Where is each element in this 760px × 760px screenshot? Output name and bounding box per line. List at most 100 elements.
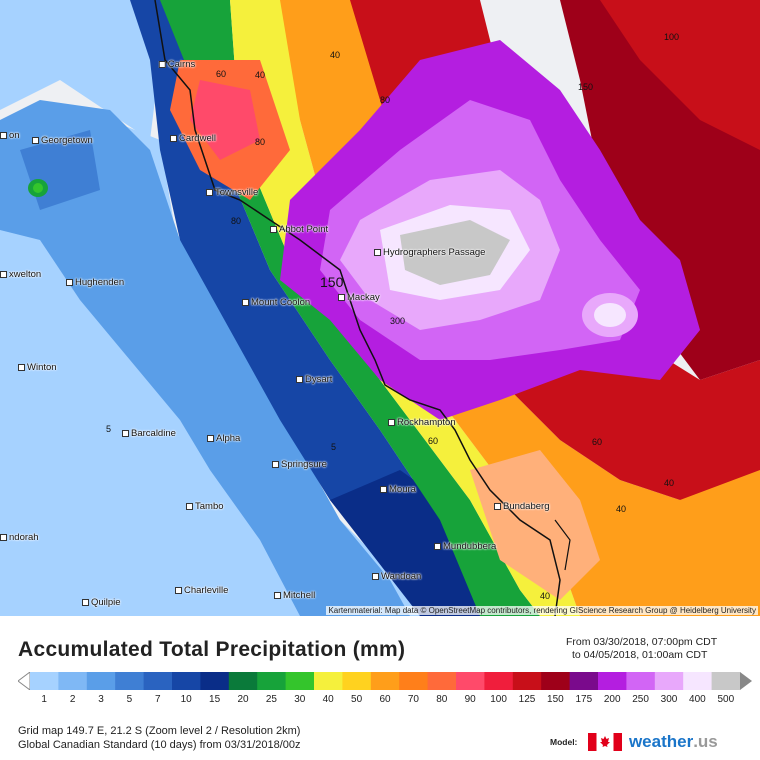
contour-label: 60 — [592, 437, 603, 447]
contour-label: 60 — [216, 69, 227, 79]
place-label: Wandoan — [372, 572, 421, 582]
legend-swatch — [370, 672, 400, 690]
place-marker-icon — [82, 598, 89, 606]
legend-label: 125 — [518, 694, 536, 705]
legend-label: 80 — [436, 694, 448, 705]
place-marker-icon — [0, 131, 7, 139]
contour-label: 40 — [664, 478, 675, 488]
place-marker-icon — [122, 429, 129, 437]
place-label: Dysart — [296, 375, 332, 385]
grid-line: Grid map 149.7 E, 21.2 S (Zoom level 2 /… — [18, 725, 301, 737]
range-from: From 03/30/2018, 07:00pm CDT — [566, 636, 718, 648]
contour-label: 150 — [578, 82, 594, 92]
place-marker-icon — [18, 363, 25, 371]
place-marker-icon — [186, 502, 193, 510]
legend-swatch — [257, 672, 287, 690]
legend-swatch — [30, 672, 59, 690]
legend-swatch — [86, 672, 116, 690]
legend-label: 150 — [547, 694, 564, 705]
legend-swatch — [512, 672, 542, 690]
legend-swatch — [172, 672, 201, 690]
place-label: Bundaberg — [494, 502, 549, 512]
legend-swatch — [456, 672, 485, 690]
place-label: Rockhampton — [388, 418, 456, 428]
place-marker-icon — [175, 586, 182, 594]
legend-swatch — [399, 672, 429, 690]
place-label: Springsure — [272, 460, 327, 470]
contour-label: 80 — [380, 95, 391, 105]
place-marker-icon — [170, 134, 177, 142]
model-info: Grid map 149.7 E, 21.2 S (Zoom level 2 /… — [18, 724, 301, 752]
legend-label: 5 — [126, 694, 133, 705]
legend-swatch — [228, 672, 258, 690]
place-marker-icon — [372, 572, 379, 580]
legend-swatch — [484, 672, 514, 690]
place-marker-icon — [494, 502, 501, 510]
place-marker-icon — [207, 434, 214, 442]
range-to: to 04/05/2018, 01:00am CDT — [572, 649, 708, 661]
place-label: Hydrographers Passage — [374, 248, 485, 258]
legend-label: 7 — [155, 694, 161, 705]
contour-label: 5 — [331, 442, 337, 452]
legend-label: 10 — [180, 694, 192, 705]
place-label: Mount Coolon — [242, 298, 310, 308]
legend-swatch — [200, 672, 230, 690]
place-marker-icon — [374, 248, 381, 256]
place-marker-icon — [66, 278, 73, 286]
legend-label: 175 — [575, 694, 593, 705]
place-label: Abbot Point — [270, 225, 328, 235]
legend-label: 2 — [69, 694, 76, 705]
place-marker-icon — [206, 188, 213, 196]
contour-label: 40 — [616, 504, 627, 514]
place-label: Mundubbera — [434, 542, 496, 552]
contour-label: 80 — [255, 137, 266, 147]
legend-swatch — [342, 672, 372, 690]
place-label: ndorah — [0, 533, 39, 543]
place-label: on — [0, 131, 20, 141]
legend-label: 1 — [41, 694, 47, 705]
legend-label: 30 — [294, 694, 306, 705]
legend-label: 200 — [603, 694, 621, 705]
contour-label: 150 — [320, 274, 344, 290]
place-marker-icon — [274, 591, 281, 599]
contour-label: 60 — [428, 436, 439, 446]
place-marker-icon — [0, 533, 7, 541]
legend-label: 3 — [98, 694, 104, 705]
scale-max-arrow — [740, 672, 752, 690]
contour-label: 5 — [106, 424, 112, 434]
precipitation-map[interactable]: Cairns Georgetown Cardwell Townsville Ab… — [0, 0, 760, 616]
legend-label: 50 — [351, 694, 363, 705]
place-marker-icon — [158, 60, 166, 68]
legend-swatch — [626, 672, 656, 690]
legend-label: 90 — [464, 694, 476, 705]
legend-label: 500 — [717, 694, 735, 705]
brand[interactable]: Model: weather.us — [550, 732, 718, 752]
legend-label: 60 — [379, 694, 391, 705]
contour-label: 40 — [330, 50, 341, 60]
place-label: Mackay — [338, 293, 380, 303]
legend-panel: Accumulated Total Precipitation (mm) Fro… — [0, 616, 760, 760]
canada-flag-icon — [588, 733, 623, 751]
contour-label: 40 — [255, 70, 266, 80]
place-label: Cairns — [158, 60, 195, 70]
place-label: Tambo — [186, 502, 224, 512]
legend-swatch — [58, 672, 88, 690]
place-label: xwelton — [0, 270, 41, 280]
place-marker-icon — [270, 225, 277, 233]
contour-label: 40 — [540, 591, 551, 601]
precipitation-field — [0, 0, 760, 616]
legend-swatch — [711, 672, 741, 690]
place-label: Cardwell — [170, 134, 216, 144]
legend-label: 20 — [237, 694, 249, 705]
place-marker-icon — [380, 485, 387, 493]
weather-us-logo: weather.us — [628, 732, 718, 751]
legend-swatch — [143, 672, 173, 690]
place-marker-icon — [338, 293, 345, 301]
place-label: Hughenden — [66, 278, 124, 288]
legend-label: 400 — [689, 694, 706, 705]
legend-label: 40 — [322, 694, 334, 705]
place-label: Winton — [18, 363, 57, 373]
place-marker-icon — [296, 375, 303, 383]
place-marker-icon — [434, 542, 441, 550]
place-marker-icon — [388, 418, 395, 426]
